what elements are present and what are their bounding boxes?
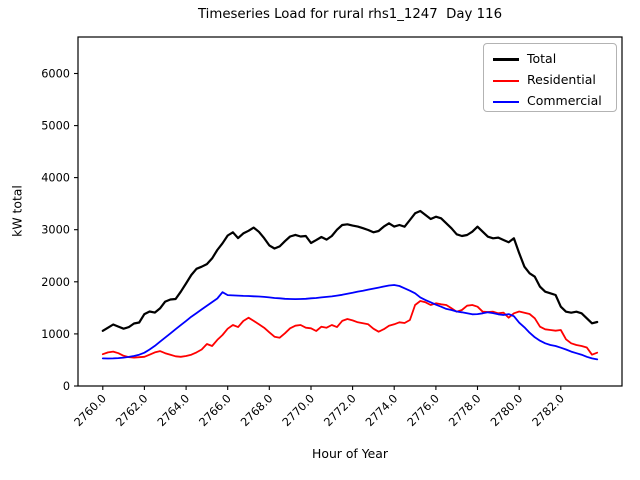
x-tick-label: 2780.0: [488, 392, 525, 429]
y-tick-label: 4000: [41, 172, 70, 185]
legend-item-total: Total: [493, 49, 616, 70]
x-tick-label: 2778.0: [446, 392, 483, 429]
legend-label: Commercial: [527, 93, 602, 109]
series-line-residential: [101, 300, 599, 359]
legend-line-swatch-commercial: [493, 100, 519, 103]
legend: Total Residential Commercial: [483, 43, 617, 112]
x-tick-label: 2760.0: [72, 392, 109, 429]
legend-label: Residential: [527, 72, 596, 88]
chart-title: Timeseries Load for rural rhs1_1247 Day …: [197, 7, 503, 22]
y-tick-label: 6000: [41, 68, 70, 81]
x-tick-label: 2774.0: [363, 392, 400, 429]
x-tick-label: 2776.0: [405, 392, 442, 429]
legend-line-swatch-residential: [493, 79, 519, 82]
legend-line-swatch-total: [493, 58, 519, 61]
x-tick-label: 2762.0: [113, 392, 150, 429]
y-tick-label: 3000: [41, 224, 70, 237]
legend-item-commercial: Commercial: [493, 91, 616, 112]
x-tick-label: 2770.0: [280, 392, 317, 429]
x-tick-label: 2772.0: [322, 392, 359, 429]
series-line-commercial: [101, 284, 599, 361]
y-tick-label: 0: [63, 380, 70, 393]
plot-frame: [77, 36, 623, 387]
y-tick-label: 2000: [41, 276, 70, 289]
series-line-total: [101, 209, 599, 332]
legend-item-residential: Residential: [493, 70, 616, 91]
x-tick-label: 2764.0: [155, 392, 192, 429]
x-tick-label: 2766.0: [197, 392, 234, 429]
y-tick-label: 1000: [41, 328, 70, 341]
legend-label: Total: [527, 51, 557, 67]
x-axis-label: Hour of Year: [312, 446, 388, 461]
y-tick-label: 5000: [41, 120, 70, 133]
x-tick-label: 2782.0: [530, 392, 567, 429]
x-tick-label: 2768.0: [238, 392, 275, 429]
